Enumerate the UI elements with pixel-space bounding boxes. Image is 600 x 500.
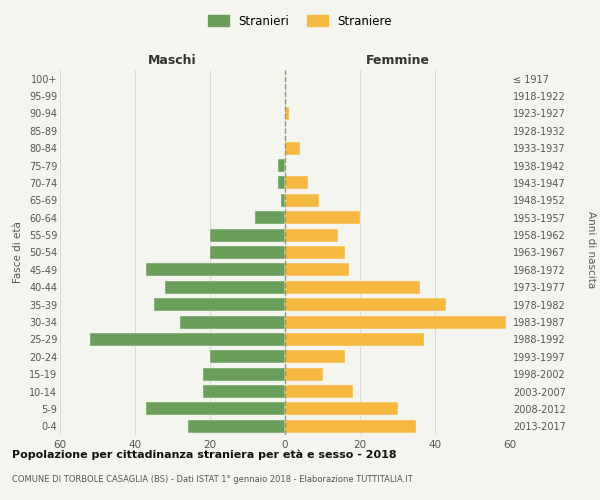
Bar (285, 228, 337, 241)
Bar (210, 246, 285, 259)
Bar (285, 298, 446, 311)
Bar (285, 368, 323, 380)
Bar (285, 402, 398, 415)
Bar (277, 159, 285, 172)
Text: Popolazione per cittadinanza straniera per età e sesso - 2018: Popolazione per cittadinanza straniera p… (12, 450, 397, 460)
Bar (281, 194, 285, 207)
Bar (285, 194, 319, 207)
Bar (285, 280, 420, 294)
Y-axis label: Fasce di età: Fasce di età (13, 222, 23, 284)
Bar (203, 368, 285, 380)
Bar (146, 264, 285, 276)
Text: COMUNE DI TORBOLE CASAGLIA (BS) - Dati ISTAT 1° gennaio 2018 - Elaborazione TUTT: COMUNE DI TORBOLE CASAGLIA (BS) - Dati I… (12, 475, 413, 484)
Bar (285, 246, 345, 259)
Bar (146, 402, 285, 415)
Bar (285, 211, 360, 224)
Legend: Stranieri, Straniere: Stranieri, Straniere (203, 10, 397, 32)
Bar (180, 316, 285, 328)
Bar (187, 420, 285, 433)
Text: Femmine: Femmine (365, 54, 430, 66)
Bar (165, 280, 285, 294)
Text: Maschi: Maschi (148, 54, 197, 66)
Bar (277, 176, 285, 190)
Bar (203, 385, 285, 398)
Bar (285, 385, 353, 398)
Bar (285, 420, 416, 433)
Bar (154, 298, 285, 311)
Bar (285, 176, 308, 190)
Bar (255, 211, 285, 224)
Bar (285, 264, 349, 276)
Bar (210, 228, 285, 241)
Bar (285, 316, 506, 328)
Bar (285, 333, 424, 346)
Bar (285, 142, 300, 154)
Text: Anni di nascita: Anni di nascita (586, 212, 596, 288)
Bar (285, 107, 289, 120)
Bar (210, 350, 285, 364)
Bar (285, 350, 345, 364)
Bar (90, 333, 285, 346)
